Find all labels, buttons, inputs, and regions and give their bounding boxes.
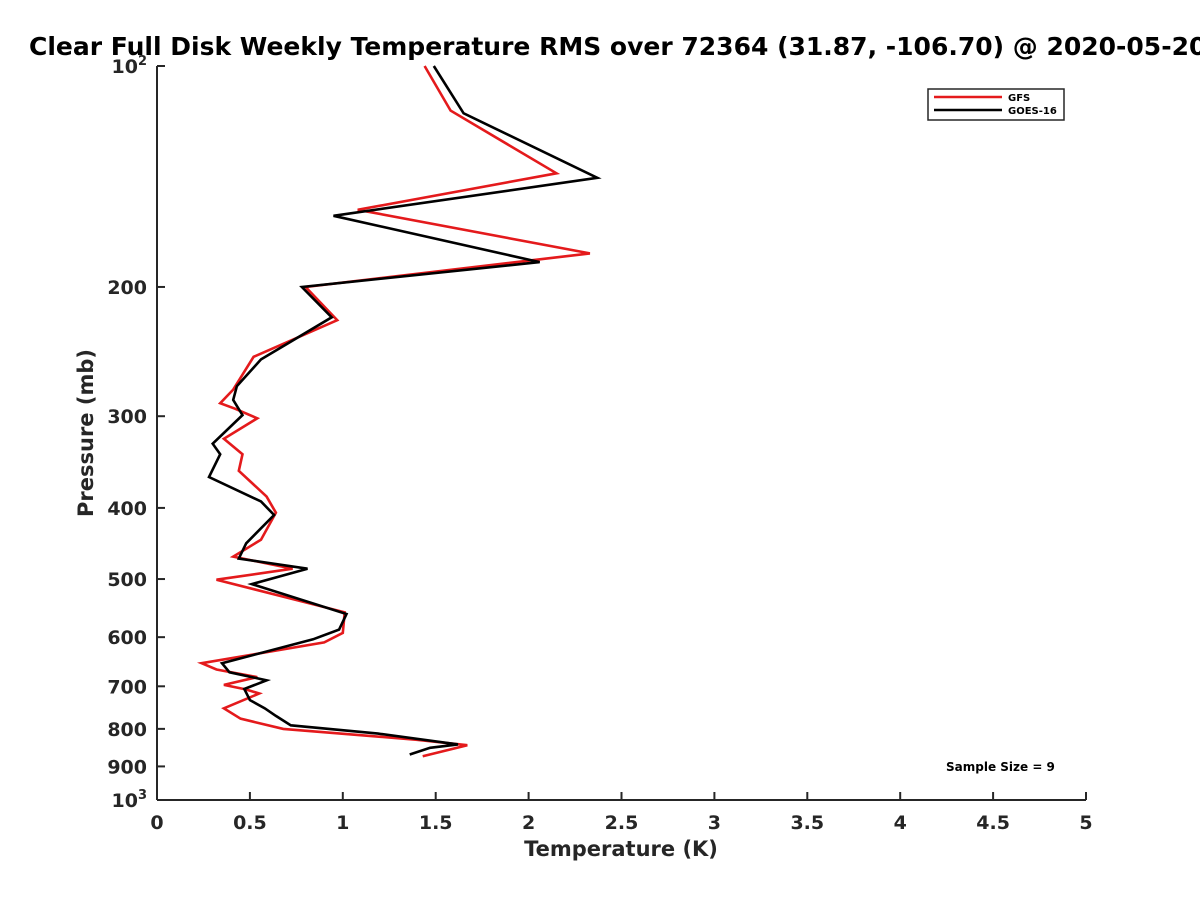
legend: GFS GOES-16: [927, 88, 1065, 121]
legend-label-gfs: GFS: [1008, 93, 1030, 104]
y-tick-label: 103: [112, 788, 148, 812]
series-line-goes16: [207, 65, 602, 756]
y-tick-label: 600: [107, 627, 147, 649]
plot-area: 0 0.5 1 1.5 2 2.5 3 3.5 4 4.5 5 102 200 300 400 500 600…: [107, 54, 1092, 834]
chart-title: Clear Full Disk Weekly Temperature RMS o…: [29, 32, 1200, 61]
legend-label-goes16: GOES-16: [1008, 106, 1057, 117]
y-tick-label: 200: [107, 277, 147, 299]
x-tick-label: 1.5: [419, 812, 453, 834]
y-tick-label: 700: [107, 676, 147, 698]
y-tick-label: 300: [107, 406, 147, 428]
x-tick-label: 0: [150, 812, 163, 834]
x-tick-label: 0.5: [233, 812, 267, 834]
x-tick-label: 2: [522, 812, 535, 834]
y-tick-label: 800: [107, 719, 147, 741]
y-tick-label: 102: [112, 54, 148, 78]
y-axis-label: Pressure (mb): [74, 349, 98, 517]
x-tick-label: 3.5: [790, 812, 824, 834]
x-tick-label: 4: [894, 812, 907, 834]
y-ticks: 102 200 300 400 500 600 700 800 900 103: [107, 54, 165, 812]
sample-size-annotation: Sample Size = 9: [946, 760, 1055, 774]
y-tick-label: 400: [107, 498, 147, 520]
x-tick-label: 5: [1079, 812, 1092, 834]
x-tick-label: 1: [336, 812, 349, 834]
series-lines: [196, 65, 602, 758]
x-tick-label: 4.5: [976, 812, 1010, 834]
x-ticks: 0 0.5 1 1.5 2 2.5 3 3.5 4 4.5 5: [150, 792, 1093, 834]
y-tick-label: 900: [107, 756, 147, 778]
y-tick-label: 500: [107, 569, 147, 591]
x-tick-label: 3: [708, 812, 721, 834]
x-tick-label: 2.5: [605, 812, 639, 834]
series-line-gfs: [196, 65, 591, 758]
legend-box: [927, 88, 1065, 121]
x-axis-label: Temperature (K): [524, 837, 718, 861]
